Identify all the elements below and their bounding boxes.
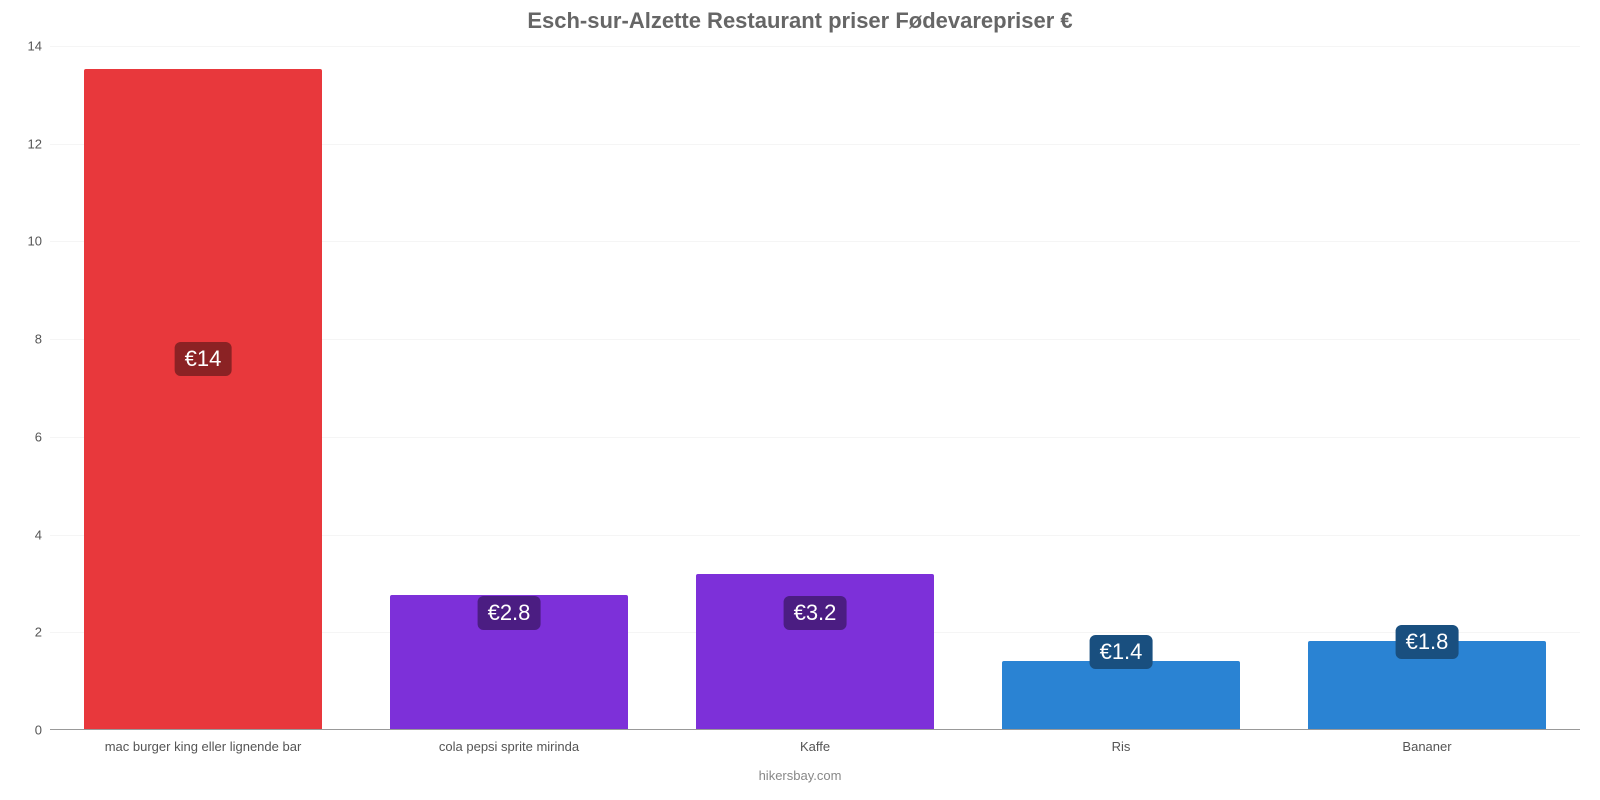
y-tick-label: 12 <box>28 136 42 151</box>
bar <box>84 69 323 729</box>
x-tick-label: Bananer <box>1402 739 1451 754</box>
gridline <box>50 46 1580 47</box>
plot-area: 02468101214€14mac burger king eller lign… <box>50 46 1580 730</box>
bar <box>1002 661 1241 729</box>
y-tick-label: 8 <box>35 332 42 347</box>
x-tick-label: cola pepsi sprite mirinda <box>439 739 579 754</box>
credit-text: hikersbay.com <box>0 768 1600 783</box>
y-tick-label: 2 <box>35 625 42 640</box>
bar-value-label: €1.8 <box>1396 625 1459 659</box>
x-tick-label: Ris <box>1112 739 1131 754</box>
y-tick-label: 4 <box>35 527 42 542</box>
y-tick-label: 10 <box>28 234 42 249</box>
y-tick-label: 0 <box>35 723 42 738</box>
bar-value-label: €2.8 <box>478 596 541 630</box>
bar-value-label: €3.2 <box>784 596 847 630</box>
bar-value-label: €1.4 <box>1090 635 1153 669</box>
x-tick-label: mac burger king eller lignende bar <box>105 739 302 754</box>
y-tick-label: 6 <box>35 429 42 444</box>
chart-title: Esch-sur-Alzette Restaurant priser Fødev… <box>0 8 1600 34</box>
y-tick-label: 14 <box>28 39 42 54</box>
x-tick-label: Kaffe <box>800 739 830 754</box>
bar-value-label: €14 <box>175 342 232 376</box>
chart-container: Esch-sur-Alzette Restaurant priser Fødev… <box>0 0 1600 800</box>
